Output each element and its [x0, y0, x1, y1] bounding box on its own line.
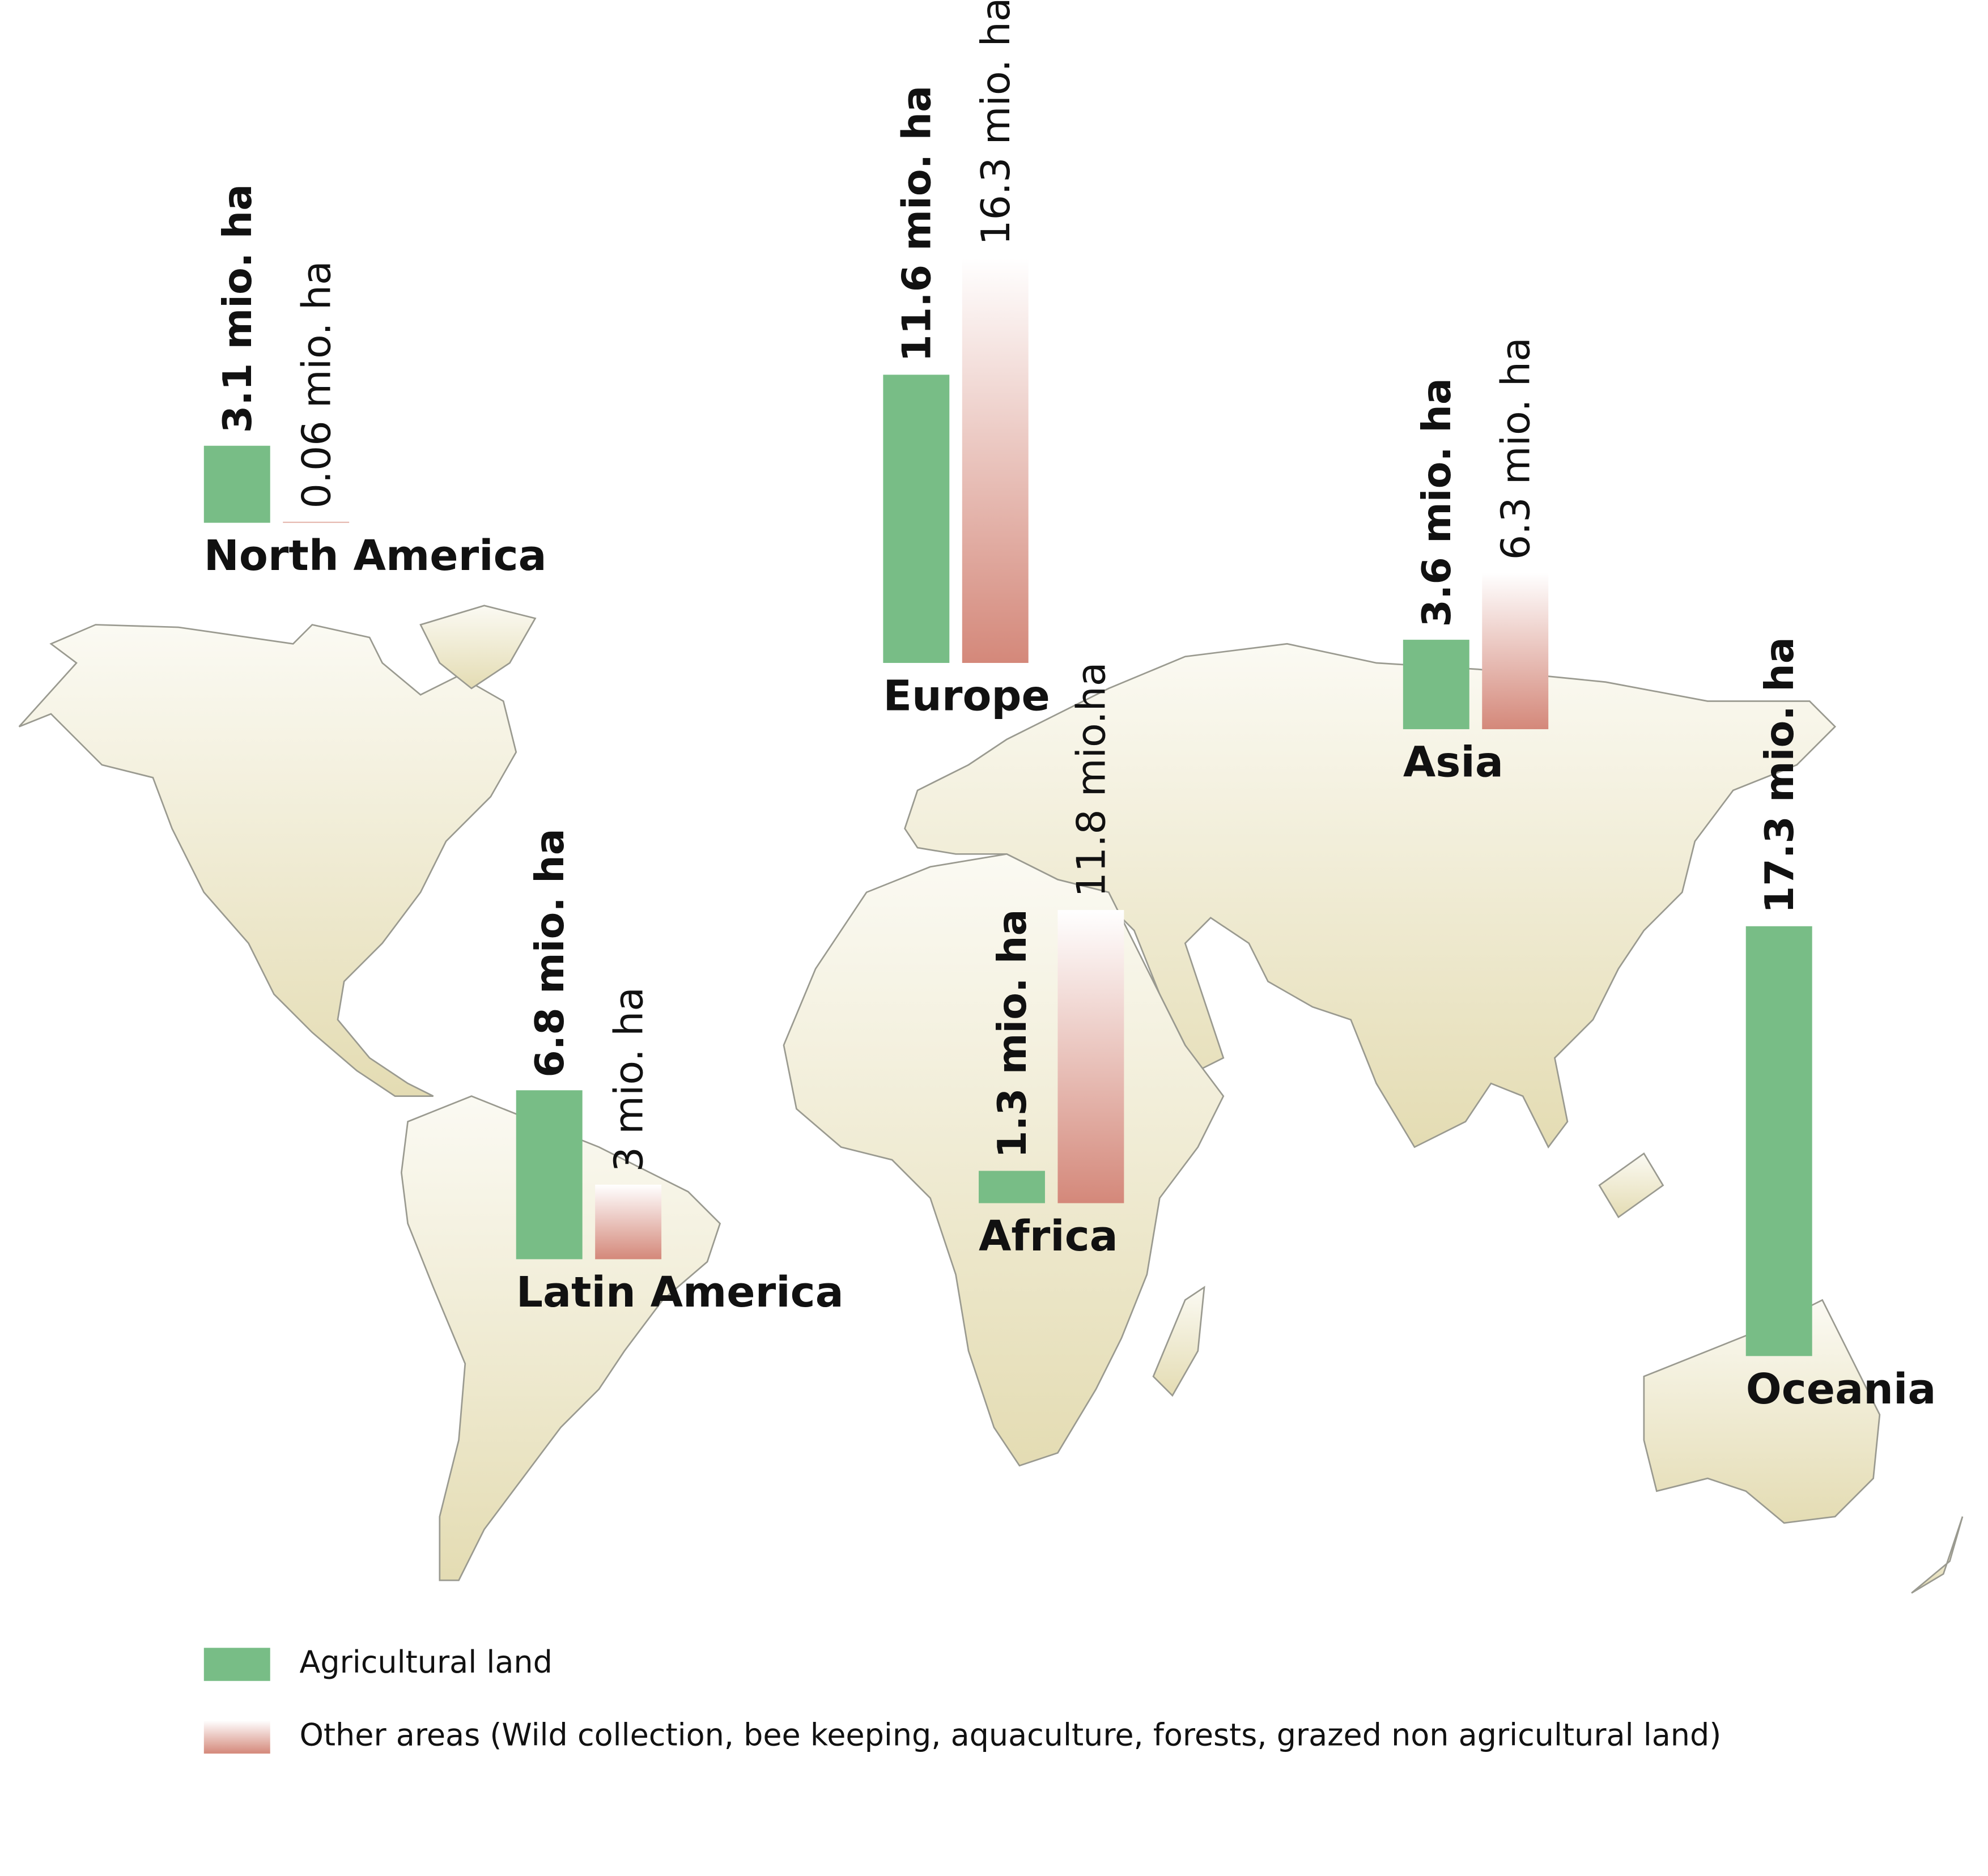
value-label: 3.6 mio. ha: [1414, 378, 1460, 627]
region-label: Africa: [979, 1212, 1118, 1261]
bar: [979, 1171, 1045, 1203]
bar: [1403, 640, 1469, 729]
legend: Agricultural land Other areas (Wild colle…: [203, 1644, 1721, 1754]
legend-label: Other areas (Wild collection, bee keepin…: [299, 1717, 1721, 1752]
land-indonesia: [1598, 1152, 1664, 1219]
bars: North America 3.1 mio. ha 0.06 mio. ha Euro…: [203, 0, 1936, 1414]
value-label: 0.06 mio. ha: [294, 261, 339, 508]
region-label: North America: [204, 531, 547, 580]
region-label: Oceania: [1746, 1365, 1936, 1414]
land-madagascar: [1152, 1286, 1205, 1397]
value-label: 6.3 mio. ha: [1493, 337, 1539, 560]
region-label: Asia: [1403, 738, 1503, 786]
bar: [962, 258, 1029, 663]
value-label: 3.1 mio. ha: [215, 184, 261, 433]
legend-swatch: [203, 1648, 270, 1681]
bar: [516, 1090, 583, 1260]
bar: [283, 521, 350, 523]
land-new-zealand: [1911, 1516, 1964, 1594]
region-label: Latin America: [516, 1268, 844, 1317]
bar: [883, 375, 950, 663]
bar: [595, 1184, 662, 1260]
bar: [1745, 926, 1812, 1356]
land-greenland: [419, 605, 537, 690]
bar: [203, 445, 270, 523]
value-label: 1.3 mio. ha: [989, 909, 1035, 1158]
value-label: 3 mio. ha: [606, 987, 652, 1172]
bar: [1482, 572, 1549, 729]
value-label: 6.8 mio. ha: [527, 828, 573, 1078]
legend-label: Agricultural land: [299, 1644, 552, 1680]
land-north-america: [18, 624, 517, 1097]
region-label: Europe: [883, 671, 1050, 720]
value-label: 11.8 mio.ha: [1069, 662, 1115, 897]
value-label: 17.3 mio. ha: [1757, 637, 1803, 913]
value-label: 11.6 mio. ha: [894, 86, 940, 362]
bar: [1057, 910, 1124, 1203]
value-label: 16.3 mio. ha: [973, 0, 1019, 245]
legend-swatch: [203, 1720, 270, 1754]
